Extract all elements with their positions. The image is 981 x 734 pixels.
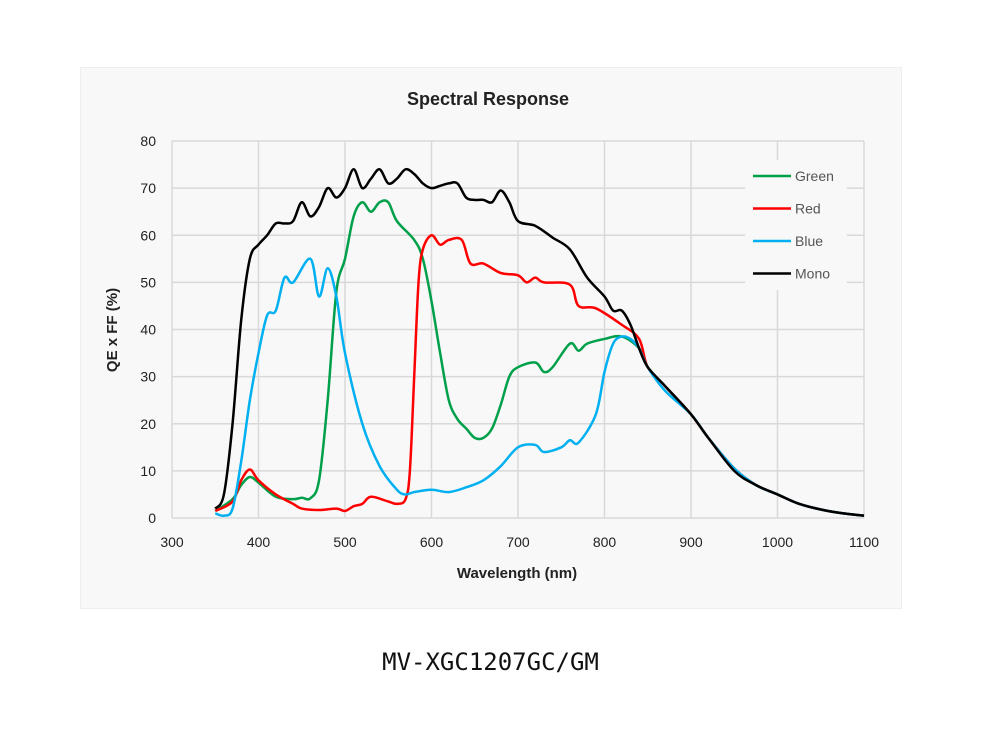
x-tick-label: 400 bbox=[247, 534, 271, 550]
y-tick-label: 40 bbox=[140, 322, 156, 338]
y-tick-label: 70 bbox=[140, 180, 156, 196]
y-tick-label: 60 bbox=[140, 227, 156, 243]
y-tick-label: 0 bbox=[148, 510, 156, 526]
x-tick-label: 1000 bbox=[762, 534, 793, 550]
y-tick-label: 50 bbox=[140, 274, 156, 290]
legend-label-red: Red bbox=[795, 201, 821, 217]
y-tick-label: 30 bbox=[140, 369, 156, 385]
x-axis-label: Wavelength (nm) bbox=[457, 565, 577, 582]
y-tick-label: 80 bbox=[140, 133, 156, 149]
y-tick-label: 10 bbox=[140, 463, 156, 479]
x-tick-label: 700 bbox=[506, 534, 530, 550]
x-tick-label: 500 bbox=[333, 534, 357, 550]
model-caption: MV-XGC1207GC/GM bbox=[382, 648, 599, 676]
series-line-mono bbox=[214, 167, 865, 517]
legend-label-mono: Mono bbox=[795, 266, 830, 282]
x-tick-label: 600 bbox=[420, 534, 444, 550]
legend-label-blue: Blue bbox=[795, 233, 823, 249]
y-tick-label: 20 bbox=[140, 416, 156, 432]
x-tick-label: 900 bbox=[679, 534, 703, 550]
series-line-blue bbox=[214, 257, 865, 518]
y-axis-label: QE x FF (%) bbox=[104, 288, 121, 372]
x-tick-label: 300 bbox=[160, 534, 184, 550]
chart-title: Spectral Response bbox=[407, 89, 569, 109]
x-tick-label: 800 bbox=[593, 534, 617, 550]
legend-box bbox=[745, 160, 847, 290]
x-tick-label: 1100 bbox=[849, 534, 879, 550]
legend-label-green: Green bbox=[795, 168, 834, 184]
